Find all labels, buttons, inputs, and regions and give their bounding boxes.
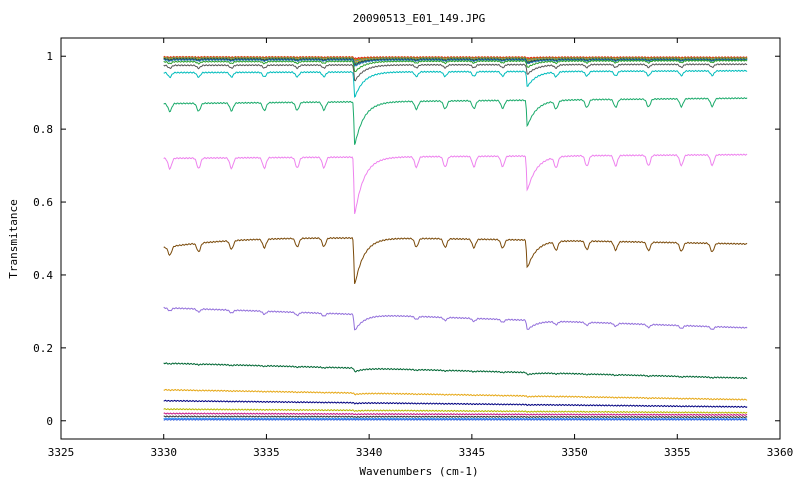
series-line [163,418,748,421]
x-tick-label: 3325 [48,446,75,459]
y-tick-label: 0.8 [33,123,53,136]
y-tick-label: 0.2 [33,342,53,355]
x-tick-label: 3345 [459,446,486,459]
x-tick-label: 3335 [253,446,280,459]
x-axis-label: Wavenumbers (cm-1) [359,465,478,478]
series-line [163,58,748,67]
series-line [163,388,748,401]
series-line [163,412,748,417]
x-tick-label: 3360 [767,446,794,459]
x-tick-label: 3355 [664,446,691,459]
x-tick-label: 3330 [150,446,177,459]
series-group [163,55,748,421]
plot-frame [60,37,781,440]
y-tick-label: 1 [46,50,53,63]
series-line [163,153,748,215]
series-line [163,415,748,419]
y-tick-label: 0.4 [33,269,53,282]
series-line [163,399,748,409]
x-tick-label: 3350 [561,446,588,459]
y-axis-label: Transmitance [7,199,20,278]
series-line [163,236,748,284]
series-line [163,59,748,73]
series-line [163,63,748,82]
y-axis: 0 0.2 0.4 0.6 0.8 1 [33,50,780,428]
series-line [163,97,748,145]
series-line [163,69,748,98]
y-tick-label: 0 [46,415,53,428]
x-tick-label: 3340 [356,446,383,459]
x-axis: 3325 3330 3335 3340 3345 3350 3355 3360 [48,38,794,459]
series-line [163,306,748,331]
y-tick-label: 0.6 [33,196,53,209]
series-line [163,362,748,380]
chart-title: 20090513_E01_149.JPG [353,12,485,25]
series-line [163,408,748,414]
